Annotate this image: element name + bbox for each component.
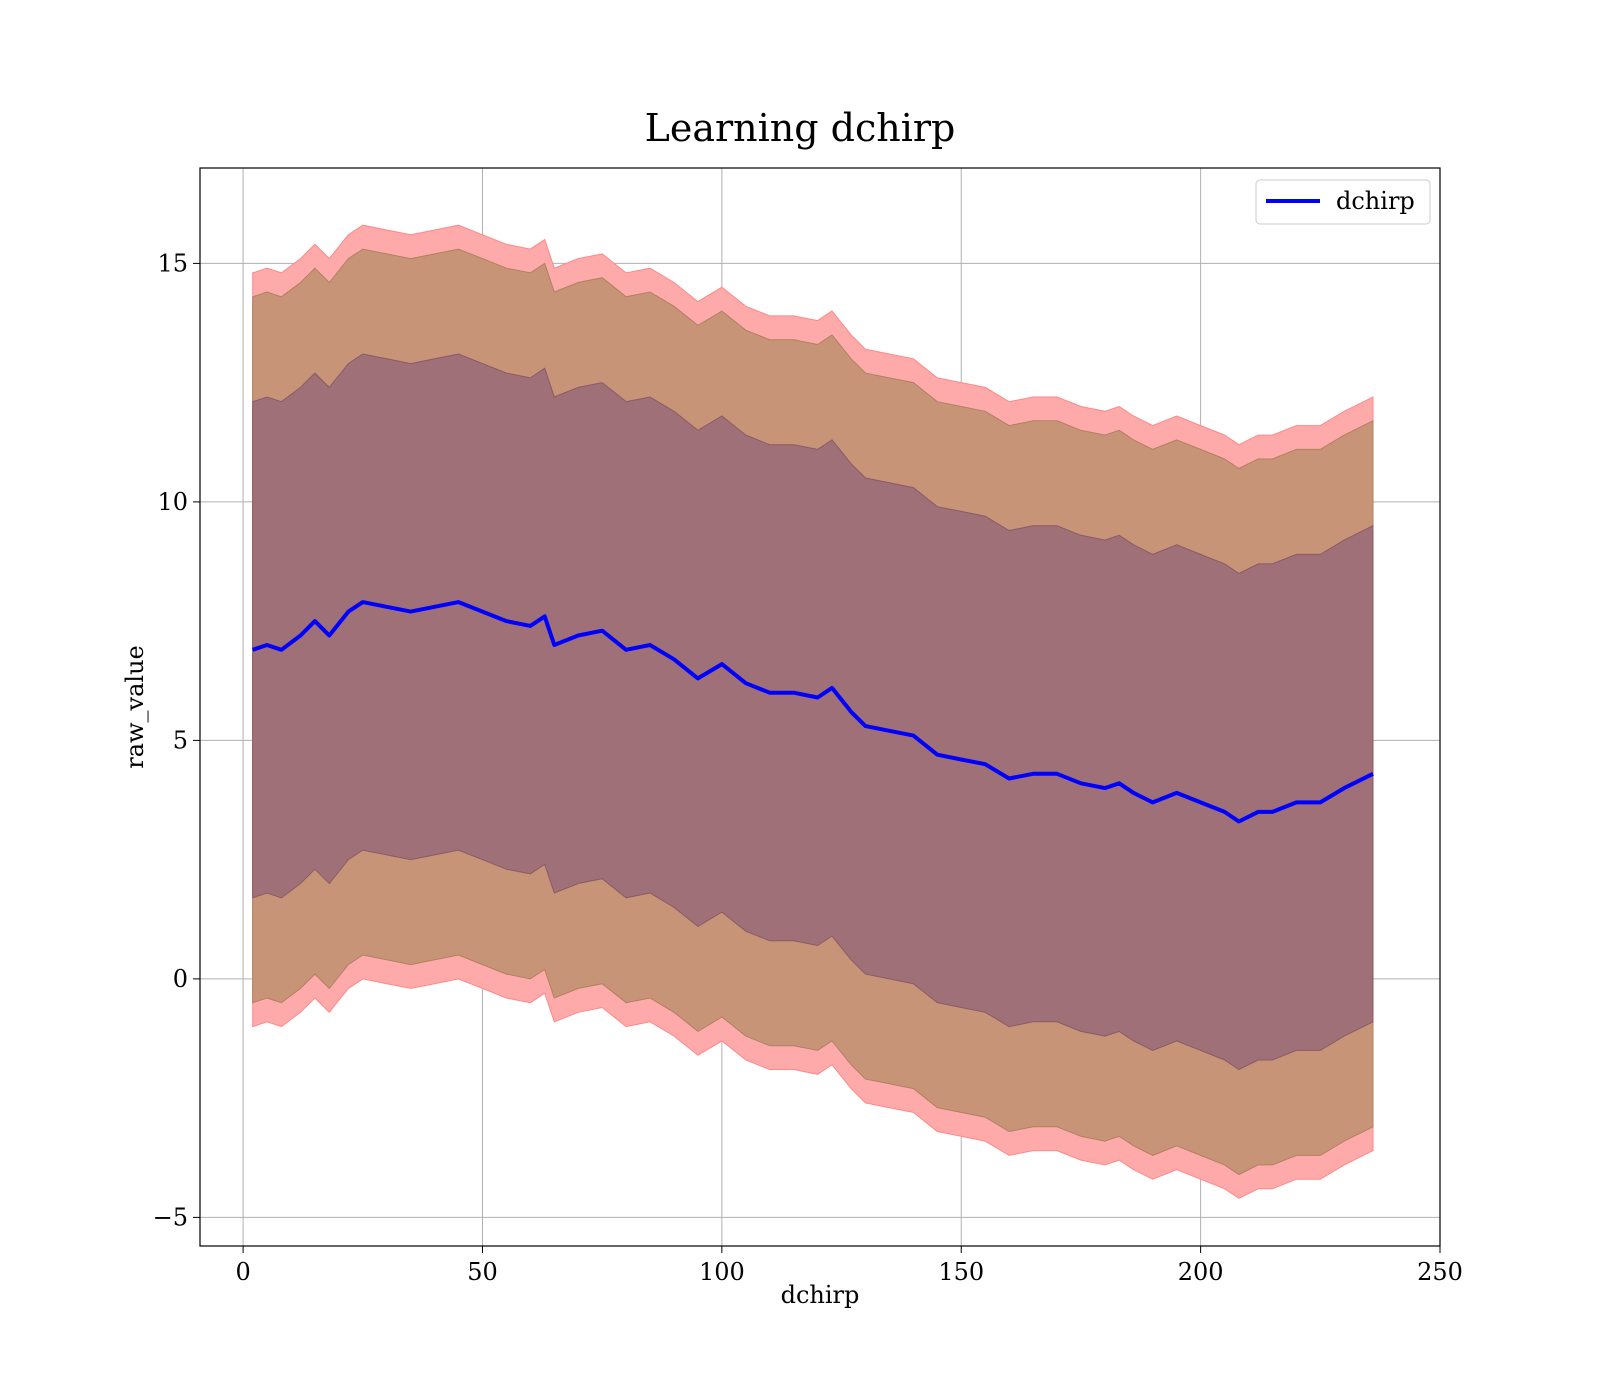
- legend-label-dchirp: dchirp: [1336, 187, 1415, 215]
- series-line-dchirp: [252, 600, 1374, 824]
- x-tick-label: 50: [467, 1258, 498, 1286]
- tick-layer: 0 50 100 150 200 250 −5 0 5 10 15: [153, 249, 1463, 1286]
- line-layer: [252, 600, 1374, 824]
- x-tick-label: 250: [1417, 1258, 1463, 1286]
- y-tick-label: 15: [157, 249, 188, 277]
- band-layer: [252, 224, 1374, 1199]
- plot-frame: [199, 167, 1441, 1247]
- chart-title: Learning dchirp: [645, 106, 956, 150]
- x-tick-label: 0: [235, 1258, 250, 1286]
- y-tick-label: 10: [157, 488, 188, 516]
- x-tick-label: 100: [699, 1258, 745, 1286]
- x-tick-label: 200: [1178, 1258, 1224, 1286]
- x-tick-label: 150: [938, 1258, 984, 1286]
- y-tick-label: 0: [173, 965, 188, 993]
- legend: dchirp: [1255, 179, 1431, 225]
- x-axis-label: dchirp: [781, 1281, 860, 1309]
- legend-box: [1255, 179, 1431, 225]
- y-tick-label: −5: [153, 1203, 188, 1231]
- inner-band: [252, 353, 1374, 1071]
- y-axis-label: raw_value: [121, 645, 149, 769]
- y-tick-label: 5: [173, 726, 188, 754]
